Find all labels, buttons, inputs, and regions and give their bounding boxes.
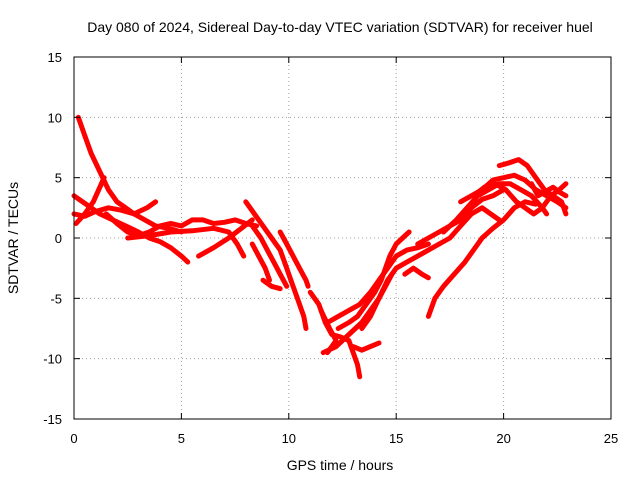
data-series-track-11 (277, 229, 311, 289)
y-tick-label: -15 (43, 412, 62, 427)
y-tick-label: 0 (55, 231, 62, 246)
data-series-track-23 (436, 205, 502, 247)
x-tick-label: 0 (70, 431, 77, 446)
x-tick-label: 10 (282, 431, 296, 446)
data-series-track-21 (425, 199, 539, 319)
data-series-track-10 (249, 241, 272, 283)
grid (74, 57, 611, 419)
y-tick-label: 15 (48, 50, 62, 65)
data-series-track-28 (529, 181, 569, 199)
data-series-track-18 (350, 340, 382, 353)
data-series-track-7 (196, 217, 255, 259)
data-series-track-20 (402, 265, 431, 281)
data-series-track-6 (125, 225, 247, 259)
x-tick-label: 20 (496, 431, 510, 446)
data-series (71, 114, 569, 380)
data-series-track-19 (359, 241, 442, 331)
axis-ticks: 0 5 10 15 20 25 -15 -10 -5 0 5 10 15 (43, 50, 618, 446)
data-series-track-9 (249, 223, 290, 289)
data-series-track-12 (260, 277, 283, 292)
data-series-track-22 (415, 187, 507, 247)
x-tick-label: 5 (178, 431, 185, 446)
data-series-track-4 (73, 175, 107, 226)
y-tick-label: 10 (48, 110, 62, 125)
x-tick-label: 25 (604, 431, 618, 446)
x-tick-label: 15 (389, 431, 403, 446)
data-series-track-17 (335, 229, 412, 331)
y-tick-label: 5 (55, 171, 62, 186)
y-tick-label: -5 (50, 291, 62, 306)
x-axis-label: GPS time / hours (287, 457, 394, 473)
y-tick-label: -10 (43, 352, 62, 367)
data-series-track-8 (243, 199, 309, 331)
chart-title: Day 080 of 2024, Sidereal Day-to-day VTE… (87, 19, 593, 35)
data-series-track-27 (471, 181, 569, 217)
y-axis-label: SDTVAR / TECUs (5, 182, 21, 294)
data-series-track-26 (496, 157, 569, 217)
data-series-track-5 (103, 211, 260, 239)
